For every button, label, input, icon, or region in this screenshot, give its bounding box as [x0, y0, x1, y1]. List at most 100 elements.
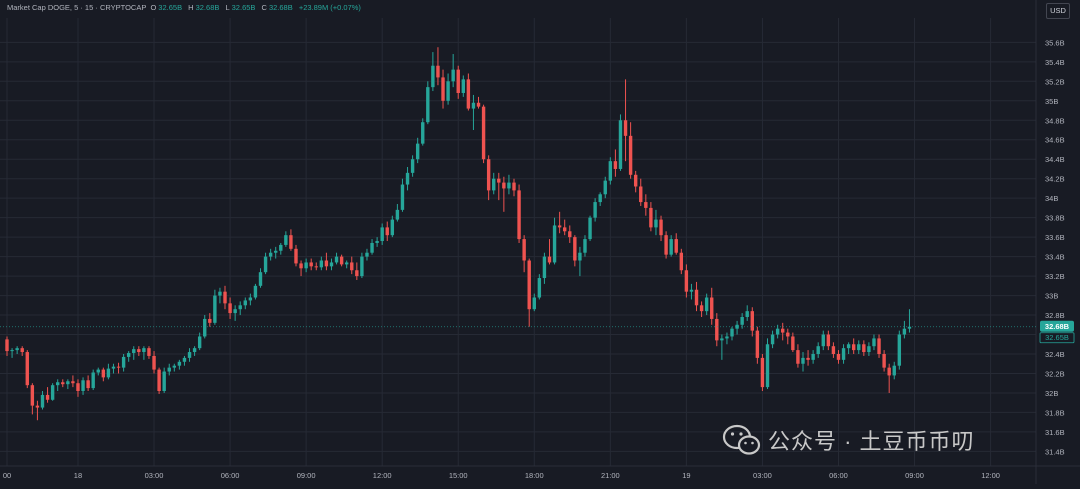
candle-body	[887, 367, 891, 376]
candle	[309, 258, 313, 271]
candle-body	[451, 69, 455, 82]
candle-body	[167, 367, 171, 372]
candle-body	[106, 368, 111, 378]
prev-price-tag-bg	[1039, 332, 1075, 344]
candle-body	[436, 65, 440, 78]
candle-body	[350, 262, 354, 271]
candle	[481, 104, 486, 164]
candle-body	[299, 263, 303, 269]
candle	[289, 229, 293, 251]
candle	[578, 246, 582, 277]
candle-body	[76, 383, 80, 392]
candle-body	[45, 394, 50, 400]
candle-body	[791, 336, 795, 351]
candle-body	[294, 248, 298, 264]
candle-body	[10, 350, 14, 352]
candle	[897, 330, 902, 370]
candle	[106, 363, 111, 380]
y-tick-label: 34.6B	[1045, 136, 1065, 145]
candle-body	[573, 237, 577, 261]
candle-body	[314, 266, 318, 268]
close-value: 32.68B	[268, 3, 293, 12]
x-tick-label: 00	[3, 471, 11, 480]
candle-body	[223, 291, 227, 304]
candle	[400, 178, 405, 212]
candle-body	[684, 270, 689, 292]
candle	[537, 274, 542, 300]
candle	[750, 307, 754, 337]
candle-body	[639, 186, 643, 203]
candle-body	[86, 380, 90, 389]
candle-body	[725, 336, 729, 339]
candle-body	[659, 219, 663, 236]
candle-body	[497, 178, 501, 183]
candle	[213, 289, 217, 325]
candle	[20, 346, 24, 356]
candle	[380, 223, 384, 245]
candle-body	[324, 260, 329, 267]
prev-price-tag-text: 32.65B	[1045, 333, 1069, 342]
candle-body	[826, 334, 831, 347]
candle	[583, 235, 587, 257]
candle	[268, 248, 273, 261]
candle-body	[40, 394, 45, 408]
candle-body	[745, 311, 749, 317]
candle-body	[50, 385, 55, 400]
candle	[238, 301, 242, 316]
candle	[177, 359, 182, 370]
candle	[720, 334, 724, 360]
candle	[486, 155, 491, 201]
x-tick-label: 03:00	[145, 471, 164, 480]
candle	[456, 65, 460, 99]
candle-body	[71, 381, 75, 384]
candle	[907, 309, 912, 333]
candle	[492, 172, 496, 195]
candle-body	[801, 357, 805, 364]
candle	[415, 137, 420, 164]
y-tick-label: 32B	[1045, 389, 1058, 398]
candle-body	[268, 252, 273, 257]
candle-body	[304, 262, 308, 269]
candle-body	[568, 231, 572, 238]
candle	[61, 379, 65, 388]
candle	[547, 239, 552, 265]
y-tick-label: 33.8B	[1045, 214, 1065, 223]
candle-body	[471, 102, 476, 109]
candle	[15, 346, 19, 354]
y-tick-label: 33.2B	[1045, 272, 1065, 281]
candle	[228, 297, 232, 319]
candle-body	[289, 235, 293, 249]
last-price-tag: 32.68B	[1040, 320, 1074, 332]
candle-body	[56, 382, 60, 386]
candle	[350, 256, 354, 275]
candle	[603, 176, 607, 199]
close-label: C	[261, 3, 267, 12]
candle-body	[274, 250, 278, 253]
candle-body	[431, 65, 435, 88]
candle-body	[811, 354, 815, 360]
low-value: 32.65B	[231, 3, 256, 12]
candle-body	[116, 366, 121, 368]
candle-body	[481, 106, 486, 160]
candle-body	[81, 380, 85, 392]
candle-body	[897, 334, 902, 366]
candle	[233, 305, 237, 321]
candle-body	[228, 303, 232, 314]
x-tick-label: 21:00	[601, 471, 620, 480]
candle-body	[390, 219, 395, 236]
candle-body	[857, 344, 861, 351]
candle	[101, 367, 106, 382]
candle	[91, 369, 95, 391]
candle	[507, 174, 511, 195]
currency-button[interactable]: USD	[1046, 3, 1070, 19]
candle	[502, 176, 506, 212]
y-tick-label: 35B	[1045, 97, 1058, 106]
candle	[836, 350, 841, 364]
candle-body	[461, 79, 465, 93]
candle-body	[30, 385, 35, 406]
candle	[25, 350, 29, 389]
candle	[395, 204, 400, 222]
candle-body	[502, 182, 506, 189]
